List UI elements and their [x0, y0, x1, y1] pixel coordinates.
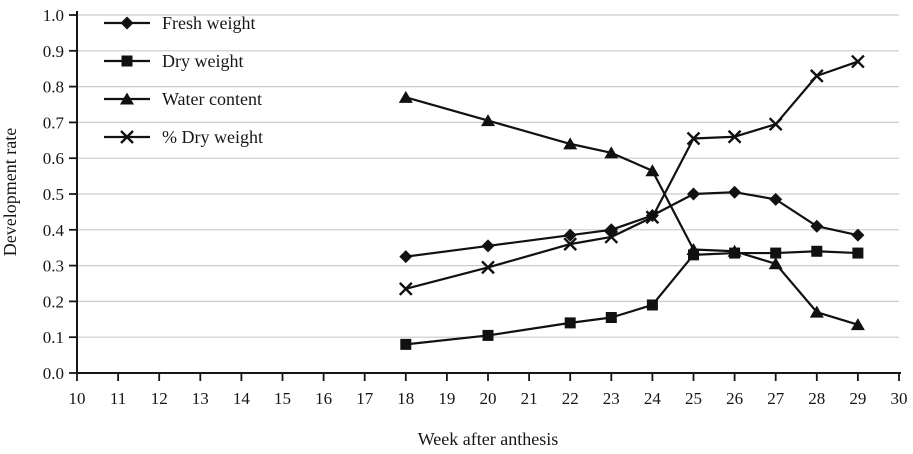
- legend: Fresh weight Dry weight Water content % Dry…: [104, 13, 263, 147]
- legend-item-dry-weight: Dry weight: [104, 51, 243, 71]
- marker-square-legend: [121, 55, 133, 67]
- marker-diamond-point: [481, 239, 495, 253]
- marker-square-point: [770, 247, 782, 259]
- marker-square-point: [811, 245, 823, 257]
- x-tick-label: 24: [644, 389, 662, 408]
- x-tick-label: 25: [685, 389, 702, 408]
- marker-diamond-point: [810, 219, 824, 233]
- y-axis-title: Development rate: [0, 128, 20, 256]
- marker-diamond-legend: [120, 16, 134, 30]
- marker-triangle-point: [686, 242, 701, 255]
- marker-triangle-point: [809, 305, 824, 318]
- y-tick-label: 0.9: [43, 42, 64, 61]
- y-tick-label: 0.3: [43, 257, 64, 276]
- marker-x-cross-point: [851, 54, 865, 69]
- marker-x-cross-point: [768, 117, 783, 132]
- x-tick-label: 14: [233, 389, 251, 408]
- legend-item-water-content: Water content: [104, 89, 262, 109]
- marker-triangle-point: [768, 257, 783, 270]
- axes-layer: 0.0 0.1 0.2 0.3 0.4 0.5 0.6 0.7 0.8 0.9 1.0 10 11 12 1…: [43, 6, 908, 408]
- marker-x-cross-point: [398, 282, 413, 296]
- y-tick-label: 0.4: [43, 221, 65, 240]
- series-dry-weight-line: [405, 60, 859, 290]
- marker-triangle-point: [727, 244, 742, 257]
- x-tick-label: 21: [521, 389, 538, 408]
- y-tick-label: 1.0: [43, 6, 64, 25]
- x-tick-label: 22: [562, 389, 579, 408]
- marker-square-point: [482, 329, 494, 341]
- legend-label: Fresh weight: [162, 13, 256, 33]
- marker-x-cross-legend: [120, 130, 134, 144]
- marker-triangle-point: [645, 164, 660, 177]
- y-tick-label: 0.0: [43, 364, 64, 383]
- marker-square-point: [605, 312, 617, 324]
- legend-item-dry-weight: % Dry weight: [104, 127, 263, 147]
- x-tick-label: 13: [192, 389, 209, 408]
- marker-diamond-point: [687, 187, 700, 201]
- series-dry-weight-line: [405, 250, 858, 346]
- marker-diamond-point: [728, 185, 742, 199]
- marker-triangle-point: [604, 146, 619, 159]
- grid-layer: [78, 14, 899, 338]
- marker-x-cross-point: [686, 131, 701, 146]
- x-tick-label: 27: [767, 389, 785, 408]
- x-tick-label: 30: [891, 389, 908, 408]
- series-water-content-line: [405, 96, 859, 326]
- series-layer: [398, 54, 865, 350]
- x-tick-label: 18: [397, 389, 414, 408]
- marker-triangle-point: [850, 318, 865, 331]
- y-tick-label: 0.7: [43, 113, 65, 132]
- x-tick-label: 23: [603, 389, 620, 408]
- legend-label: Water content: [162, 89, 262, 109]
- y-tick-label: 0.2: [43, 292, 64, 311]
- x-tick-label: 17: [356, 389, 374, 408]
- marker-triangle-legend: [120, 92, 134, 105]
- marker-diamond-point: [399, 250, 413, 264]
- marker-triangle-point: [398, 90, 413, 103]
- marker-x-cross-point: [727, 129, 742, 144]
- marker-x-cross-point: [809, 69, 824, 83]
- x-tick-label: 19: [438, 389, 455, 408]
- marker-diamond-point: [851, 228, 865, 242]
- x-tick-label: 20: [480, 389, 497, 408]
- series-water-content: [398, 90, 865, 331]
- x-tick-label: 16: [315, 389, 332, 408]
- y-tick-label: 0.8: [43, 78, 64, 97]
- marker-x-cross-point: [563, 237, 578, 251]
- x-tick-label: 10: [69, 389, 86, 408]
- marker-square-point: [852, 247, 864, 259]
- legend-item-fresh-weight: Fresh weight: [104, 13, 256, 33]
- x-tick-label: 26: [726, 389, 743, 408]
- marker-triangle-point: [563, 137, 578, 150]
- y-tick-label: 0.1: [43, 328, 64, 347]
- legend-label: Dry weight: [162, 51, 243, 71]
- x-tick-label: 12: [151, 389, 168, 408]
- series-dry-weight: [398, 54, 865, 296]
- marker-x-cross-point: [604, 230, 619, 244]
- marker-square-point: [564, 317, 576, 329]
- legend-label: % Dry weight: [162, 127, 263, 147]
- marker-diamond-point: [563, 228, 577, 242]
- x-axis-title: Week after anthesis: [418, 429, 558, 449]
- x-tick-label: 11: [110, 389, 126, 408]
- y-tick-label: 0.6: [43, 149, 64, 168]
- marker-square-point: [646, 299, 658, 311]
- series-dry-weight: [400, 245, 864, 350]
- x-tick-label: 28: [808, 389, 825, 408]
- marker-x-cross-point: [645, 210, 660, 225]
- marker-diamond-point: [769, 192, 783, 206]
- series-fresh-weight-line: [405, 191, 859, 258]
- x-tick-label: 29: [849, 389, 866, 408]
- x-tick-label: 15: [274, 389, 291, 408]
- marker-x-cross-point: [481, 260, 495, 275]
- y-tick-label: 0.5: [43, 185, 64, 204]
- marker-triangle-point: [481, 114, 495, 127]
- marker-square-point: [400, 338, 412, 350]
